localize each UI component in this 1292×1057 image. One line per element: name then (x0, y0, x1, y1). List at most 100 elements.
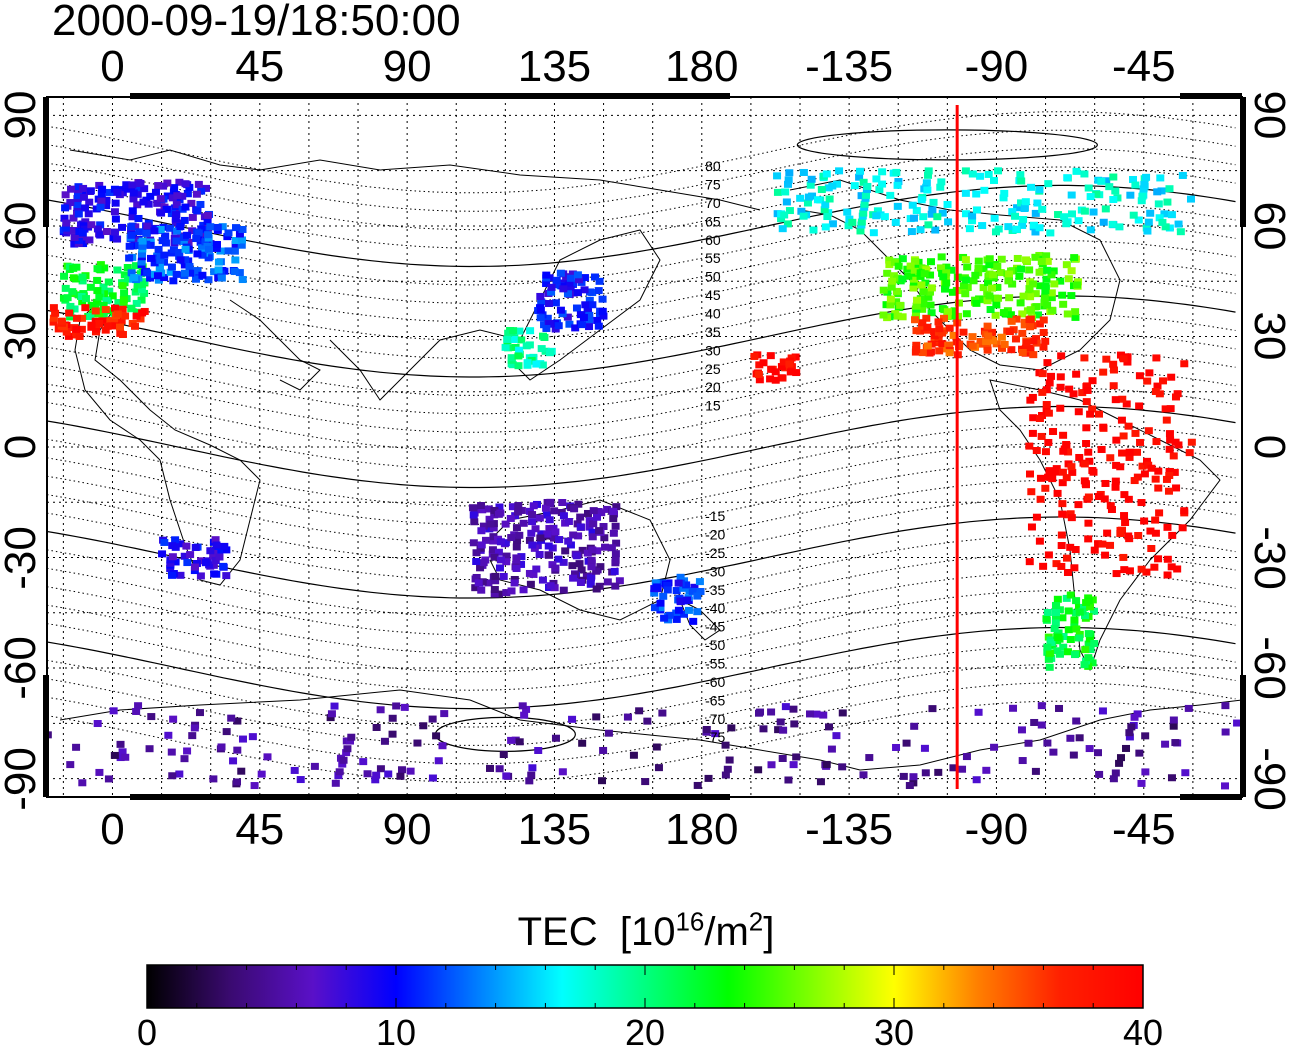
tec-cell (968, 333, 977, 341)
tec-cell (229, 757, 238, 765)
tec-cell (191, 563, 200, 571)
tec-cell (125, 254, 134, 262)
top-tick-label: 0 (100, 42, 125, 91)
tec-cell (1066, 510, 1075, 518)
tec-cell (598, 777, 607, 785)
tec-cell (552, 276, 561, 284)
tec-cell (641, 778, 650, 786)
magnetic-contour (47, 645, 1236, 728)
tec-cell (125, 242, 134, 250)
tec-cell (821, 201, 830, 209)
tec-cell (972, 206, 981, 214)
tec-cell (86, 187, 95, 195)
tec-cell (656, 604, 665, 612)
tec-cell (983, 342, 992, 350)
contour-label: -15 (705, 508, 725, 524)
tec-cell (162, 205, 171, 213)
tec-cell (1113, 194, 1122, 202)
tec-cell (1103, 529, 1112, 537)
tec-cell (828, 182, 837, 190)
tec-cell (1088, 377, 1097, 385)
tec-cell (183, 231, 192, 239)
tec-cell (860, 200, 869, 208)
tec-cell (118, 282, 127, 290)
tec-cell (525, 777, 534, 785)
tec-cell (47, 731, 52, 739)
tec-cell (1064, 626, 1073, 634)
tec-cell (959, 328, 968, 336)
tec-cell (1000, 340, 1009, 348)
tec-cell (912, 302, 921, 310)
tec-cell (1162, 475, 1171, 483)
tec-cell (1152, 354, 1161, 362)
tec-cell (290, 766, 299, 774)
tec-cell (101, 306, 110, 314)
tec-cell (1137, 779, 1146, 787)
tec-cell (886, 295, 895, 303)
tec-cell (474, 579, 483, 587)
tec-cell (990, 743, 999, 751)
tec-cell (192, 235, 201, 243)
tec-cell (536, 306, 545, 314)
tec-cell (1019, 292, 1028, 300)
tec-cell (938, 329, 947, 337)
tec-cell (1125, 567, 1134, 575)
tec-cell (528, 541, 537, 549)
tec-cell (1018, 348, 1027, 356)
tec-cell (548, 544, 557, 552)
tec-cell (592, 713, 601, 721)
tec-cell (1071, 651, 1080, 659)
tec-cell (797, 207, 806, 215)
tec-cell (68, 288, 77, 296)
tec-cell (495, 503, 504, 511)
tec-cell (908, 201, 917, 209)
tec-cell (111, 215, 120, 223)
tec-cell (66, 199, 75, 207)
tec-cell (909, 773, 918, 781)
tec-cell (1064, 607, 1073, 615)
tec-cell (196, 200, 205, 208)
tec-cell (167, 748, 176, 756)
tec-cell (921, 769, 930, 777)
tec-cell (1101, 479, 1110, 487)
tec-cell (1074, 501, 1083, 509)
tec-cell (1044, 409, 1053, 417)
tec-cell (224, 247, 233, 255)
tec-cell (1106, 454, 1115, 462)
tec-cell (1057, 352, 1066, 360)
tec-cell (954, 299, 963, 307)
tec-cell (545, 320, 554, 328)
tec-cell (989, 337, 998, 345)
tec-cell (545, 516, 554, 524)
tec-cell (1043, 609, 1052, 617)
tec-cell (1141, 732, 1150, 740)
tec-cell (214, 258, 223, 266)
tec-cell (133, 308, 142, 316)
contour-label: 80 (705, 158, 721, 174)
top-tick-label: -90 (964, 42, 1029, 91)
tec-cell (1037, 702, 1046, 710)
tec-cell (159, 182, 168, 190)
tec-cell (185, 183, 194, 191)
tec-cell (151, 188, 160, 196)
tec-cell (1153, 382, 1162, 390)
tec-cell (1169, 722, 1178, 730)
tec-cell (223, 233, 232, 241)
tec-cell (540, 321, 549, 329)
tec-cell (1120, 512, 1129, 520)
tec-cell (559, 558, 568, 566)
tec-cell (1173, 565, 1182, 573)
tec-cell (1163, 198, 1172, 206)
tec-cell (1020, 318, 1029, 326)
contour-label: 45 (705, 287, 721, 303)
tec-cell (1054, 211, 1063, 219)
tec-cell (491, 577, 500, 585)
tec-cell (1135, 402, 1144, 410)
tec-cell (120, 271, 129, 279)
tec-cell (231, 237, 240, 245)
tec-cell (79, 189, 88, 197)
tec-cell (656, 599, 665, 607)
tec-cell (568, 562, 577, 570)
tec-cell (160, 251, 169, 259)
tec-cell (215, 553, 224, 561)
